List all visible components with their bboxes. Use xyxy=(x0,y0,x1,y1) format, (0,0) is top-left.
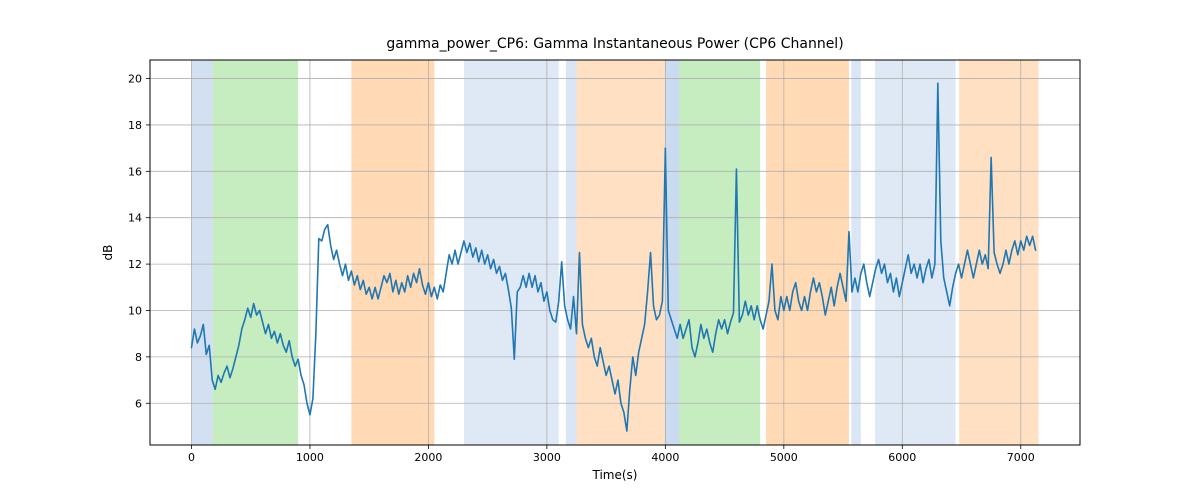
region-5 xyxy=(576,60,665,445)
ytick-label: 14 xyxy=(128,212,142,225)
xtick-label: 6000 xyxy=(888,451,916,464)
x-axis-label: Time(s) xyxy=(592,468,638,482)
region-9 xyxy=(851,60,860,445)
ytick-label: 20 xyxy=(128,73,142,86)
region-10 xyxy=(875,60,956,445)
gamma-power-chart: 0 1000 2000 3000 4000 5000 6000 7000 6 8 10 12 14 16 1… xyxy=(0,0,1200,500)
region-2 xyxy=(351,60,434,445)
ytick-label: 18 xyxy=(128,119,142,132)
ytick-label: 6 xyxy=(135,397,142,410)
xtick-label: 1000 xyxy=(296,451,324,464)
region-3 xyxy=(464,60,559,445)
xtick-label: 0 xyxy=(188,451,195,464)
region-11 xyxy=(959,60,1038,445)
y-axis-label: dB xyxy=(101,245,115,261)
xtick-label: 4000 xyxy=(651,451,679,464)
ytick-label: 10 xyxy=(128,304,142,317)
chart-svg: 0 1000 2000 3000 4000 5000 6000 7000 6 8 10 12 14 16 1… xyxy=(0,0,1200,500)
xtick-label: 3000 xyxy=(533,451,561,464)
ytick-label: 8 xyxy=(135,351,142,364)
ytick-label: 16 xyxy=(128,165,142,178)
region-8 xyxy=(766,60,849,445)
xtick-label: 7000 xyxy=(1007,451,1035,464)
xtick-label: 2000 xyxy=(414,451,442,464)
region-0 xyxy=(191,60,212,445)
region-1 xyxy=(213,60,298,445)
ytick-label: 12 xyxy=(128,258,142,271)
region-7 xyxy=(680,60,761,445)
region-4 xyxy=(566,60,577,445)
xtick-label: 5000 xyxy=(770,451,798,464)
chart-title: gamma_power_CP6: Gamma Instantaneous Pow… xyxy=(386,36,843,52)
